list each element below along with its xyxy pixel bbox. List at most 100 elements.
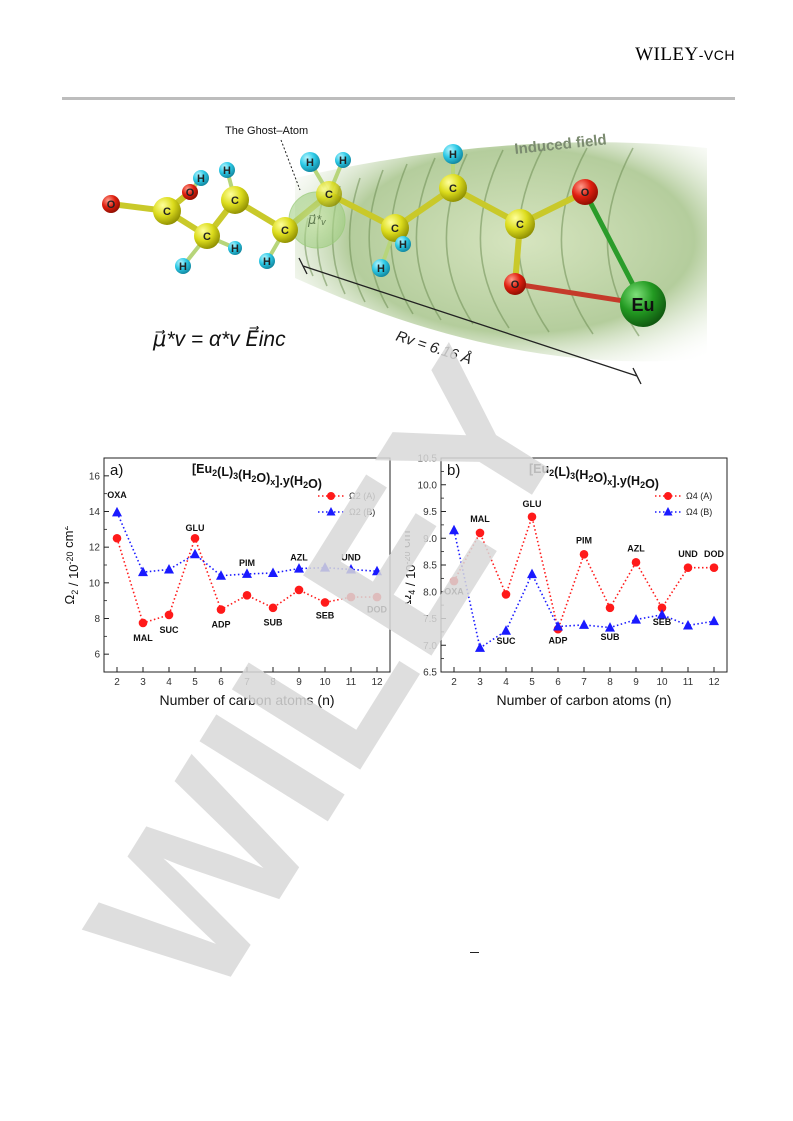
data-point [268,603,278,613]
atom-label: O [107,199,116,211]
x-tick-label: 12 [371,677,383,688]
dipole-equation: μ⃗*v = α*v E⃗inc [152,326,286,351]
atom-label: C [449,183,457,195]
chart-title: [Eu2(L)3(H2O)x].y(H2O) [529,462,659,491]
y-tick-label: 8.5 [423,561,437,572]
x-axis-label: Number of carbon atoms (n) [159,692,334,708]
hydrogen-atom [228,241,242,255]
data-point [449,524,459,535]
atom-label: C [281,225,289,237]
data-point [631,614,641,624]
data-point [475,642,485,652]
data-point [579,550,589,559]
data-point [372,592,382,602]
data-point [190,548,200,559]
x-tick-label: 12 [708,677,720,688]
data-point [112,533,122,543]
atom-label: H [263,256,271,268]
point-annotation: SEB [316,611,335,621]
hydrogen-atom [372,259,390,277]
x-tick-label: 11 [346,677,357,688]
data-point [527,568,537,579]
hydrogen-atom [259,253,275,269]
x-tick-label: 3 [477,677,483,688]
x-tick-label: 4 [166,677,172,688]
data-point [605,603,615,613]
x-tick-label: 7 [244,677,250,688]
point-annotation: SUB [600,632,620,642]
publisher-name: WILEY [635,44,699,65]
y-axis-label: Ω4 / 10-20 cm2 [405,525,418,604]
point-annotation: MAL [133,633,153,643]
data-point [372,565,382,576]
data-point [683,563,693,572]
data-point [294,585,304,595]
chart-title: [Eu2(L)3(H2O)x].y(H2O) [192,462,322,491]
data-point [216,605,226,614]
x-tick-label: 9 [633,677,639,688]
x-tick-label: 10 [319,677,331,688]
data-point [709,563,719,572]
carbon-atom [381,214,409,242]
point-annotation: UND [678,549,698,559]
oxygen-atom [102,195,120,213]
legend-marker [327,492,335,500]
data-point [294,563,304,573]
hydrogen-atom [300,152,320,172]
distance-bar [298,257,642,385]
point-annotation: SEB [653,617,672,627]
data-point [320,598,330,607]
y-tick-label: 7.0 [423,641,437,652]
atom-label: H [197,173,205,185]
atom-label: C [516,219,524,231]
atom-label: C [231,195,239,207]
data-point [527,512,537,522]
x-tick-label: 5 [529,677,535,688]
hydrogen-atom [443,144,463,164]
legend-label: Ω2 (A) [349,491,375,501]
x-tick-label: 8 [270,677,276,688]
carbon-atom [505,209,535,239]
point-annotation: GLU [523,499,542,509]
legend-label: Ω2 (B) [349,507,375,517]
atom-label: O [186,187,195,199]
x-tick-label: 2 [451,677,457,688]
y-axis-label: Ω2 / 10-20 cm2 [65,525,81,604]
series-line [453,513,714,633]
panel-label: b) [447,462,460,479]
data-point [449,576,459,586]
europium-label: Eu [631,295,654,315]
data-point [709,615,719,626]
ghost-atom-label: The Ghost–Atom [225,125,308,137]
point-annotation: OXA [107,490,127,500]
hydrogen-atom [175,258,191,274]
atom-label: H [306,157,314,169]
atom-label: C [325,189,333,201]
hydrogen-atom [335,152,351,168]
point-annotation: MAL [470,514,490,524]
data-point [553,621,563,631]
carbon-atom [316,181,342,207]
carbon-atom [439,174,467,202]
atom-label: C [163,206,171,218]
data-point [501,625,511,635]
hydrogen-atom [395,236,411,252]
y-tick-label: 10.0 [418,480,438,491]
page-header: WILEY-VCH [0,0,793,100]
x-tick-label: 10 [656,677,668,688]
oxygen-atom [504,273,526,295]
point-annotation: SUC [159,625,179,635]
data-point [657,609,667,619]
atom-label: H [399,239,407,251]
atom-label: O [511,279,520,291]
oxygen-atom [572,179,598,205]
carbon-atom [153,197,181,225]
y-tick-label: 6 [94,650,100,661]
data-point [346,592,356,602]
data-point [190,533,200,543]
data-point [501,590,511,599]
data-point [242,568,252,578]
data-point [112,506,122,517]
europium-atom [620,281,666,327]
data-point [346,563,356,574]
